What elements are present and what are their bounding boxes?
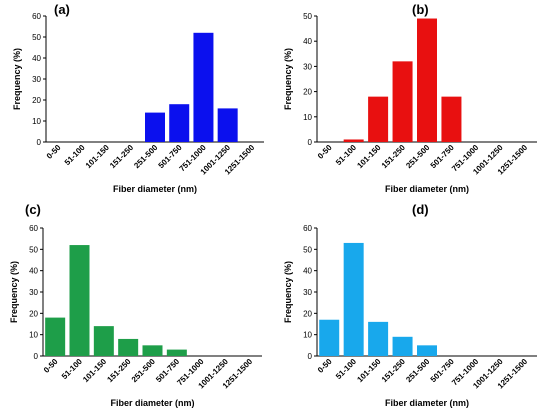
y-tick-label: 0 [34,352,39,361]
x-axis-title: Fiber diameter (nm) [385,398,469,408]
x-tick-label: 251-500 [130,357,158,385]
x-tick-label: 251-500 [132,143,160,171]
x-tick-label: 101-150 [355,357,383,385]
y-tick-label: 20 [29,309,38,318]
panel-label: (c) [25,202,41,217]
y-tick-label: 60 [303,224,312,233]
y-tick-label: 20 [303,309,312,318]
y-tick-label: 20 [32,96,41,105]
y-axis-title: Frequency (%) [283,48,293,110]
bar [118,338,139,356]
bar [169,104,190,142]
y-tick-label: 50 [303,245,312,254]
panel-label: (b) [412,2,429,17]
bar [319,319,340,356]
bar [343,139,364,142]
y-tick-label: 40 [32,54,41,63]
y-axis-title: Frequency (%) [9,261,19,323]
x-tick-label: 0-50 [45,143,63,161]
bar [392,336,413,356]
x-tick-label: 0-50 [316,143,334,161]
bar [392,61,413,142]
y-axis-title: Frequency (%) [283,261,293,323]
bar [417,18,437,142]
bar [193,32,214,142]
y-tick-label: 50 [32,33,41,42]
bar [343,242,364,356]
bar [217,108,238,142]
bar [368,96,389,142]
bar [93,326,114,356]
bar [45,317,66,356]
y-tick-label: 30 [29,288,38,297]
y-tick-label: 0 [308,352,313,361]
x-tick-label: 151-250 [380,357,408,385]
x-tick-label: 151-250 [105,357,133,385]
y-tick-label: 10 [32,117,41,126]
x-tick-label: 101-150 [355,143,383,171]
y-tick-label: 10 [303,331,312,340]
y-tick-label: 30 [303,288,312,297]
x-axis-title: Fiber diameter (nm) [113,184,197,194]
y-tick-label: 10 [303,113,312,122]
x-tick-label: 101-150 [81,357,109,385]
x-tick-label: 0-50 [316,357,334,375]
y-tick-label: 30 [32,75,41,84]
x-axis-title: Fiber diameter (nm) [110,398,194,408]
bar [368,321,389,356]
y-axis-title: Frequency (%) [12,48,22,110]
y-tick-label: 20 [303,88,312,97]
bar [145,112,165,142]
bar [417,345,437,356]
y-tick-label: 10 [29,331,38,340]
x-tick-label: 0-50 [42,357,60,375]
y-tick-label: 50 [303,12,312,21]
y-tick-label: 60 [29,224,38,233]
x-tick-label: 251-500 [404,143,432,171]
bar [166,349,187,356]
y-tick-label: 60 [32,12,41,21]
bar [69,245,90,356]
panel-label: (d) [412,202,429,217]
x-tick-label: 151-250 [380,143,408,171]
y-tick-label: 50 [29,245,38,254]
bar [441,96,462,142]
panel-label: (a) [54,2,70,17]
x-tick-label: 101-150 [84,143,112,171]
x-axis-title: Fiber diameter (nm) [385,184,469,194]
y-tick-label: 40 [303,37,312,46]
y-tick-label: 40 [303,267,312,276]
y-tick-label: 40 [29,267,38,276]
y-tick-label: 0 [308,138,313,147]
bar [142,345,163,356]
x-tick-label: 151-250 [108,143,136,171]
y-tick-label: 30 [303,62,312,71]
y-tick-label: 0 [37,138,42,147]
x-tick-label: 251-500 [404,357,432,385]
